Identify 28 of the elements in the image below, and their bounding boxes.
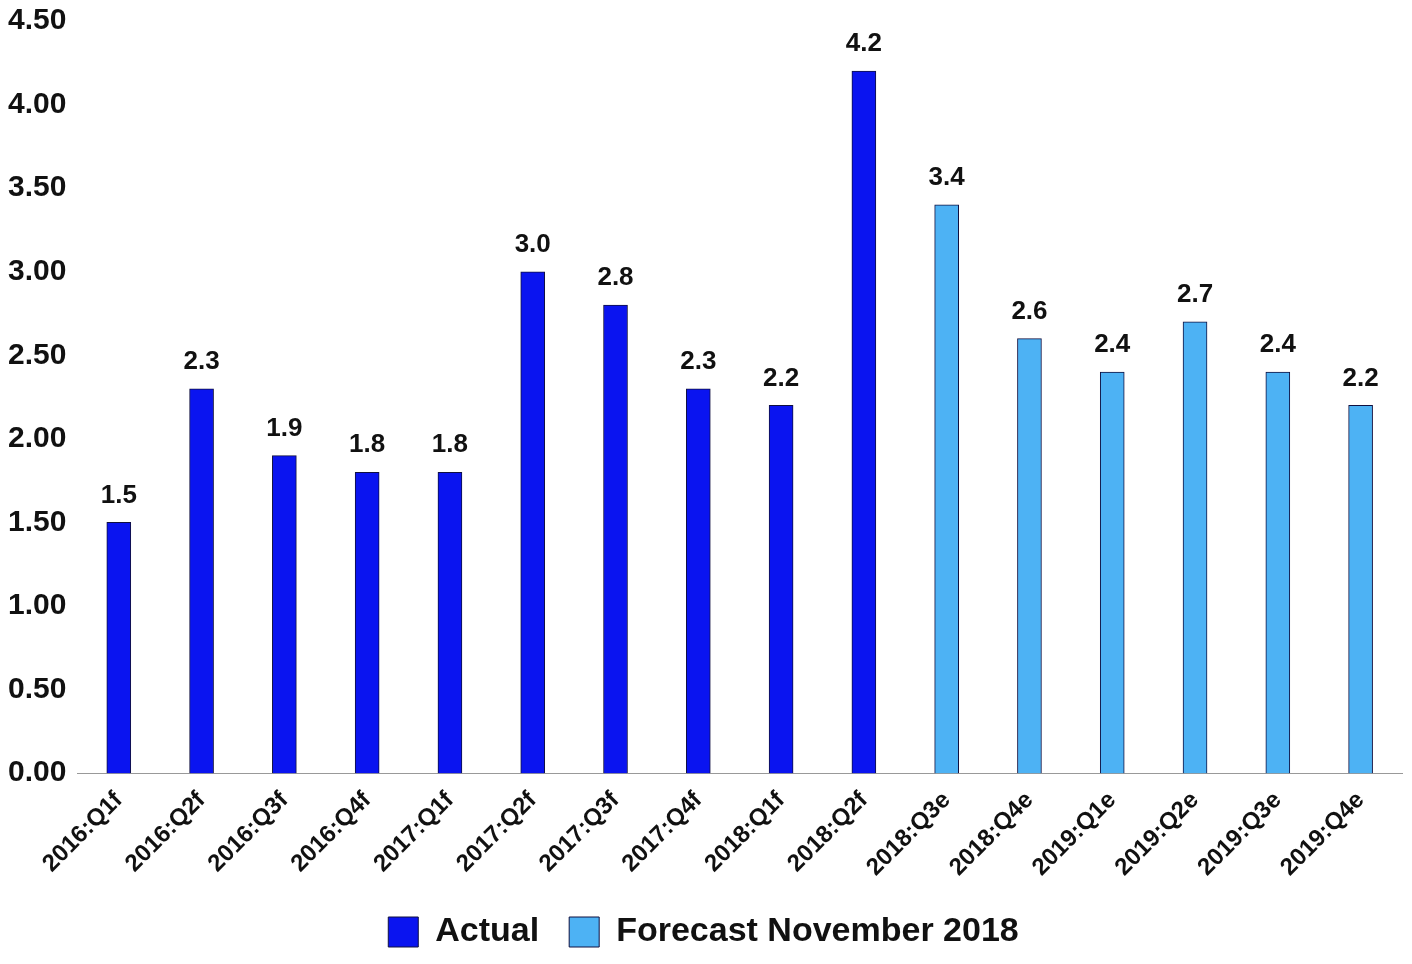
- data-label: 2.2: [763, 361, 800, 392]
- y-tick-label: 1.50: [8, 503, 67, 537]
- data-label: 3.0: [514, 227, 551, 258]
- y-tick-label: 3.50: [8, 169, 67, 203]
- data-label: 1.9: [266, 411, 303, 442]
- data-label: 2.2: [1342, 361, 1379, 392]
- data-label: 4.2: [845, 27, 882, 58]
- y-tick-label: 4.50: [8, 2, 67, 36]
- data-label: 2.3: [680, 344, 717, 375]
- data-label: 2.6: [1011, 294, 1048, 325]
- data-label: 2.4: [1094, 328, 1131, 359]
- y-tick-label: 4.00: [8, 85, 67, 119]
- y-tick-label: 3.00: [8, 252, 67, 286]
- y-tick-label: 1.00: [8, 587, 67, 621]
- y-tick-label: 2.00: [8, 420, 67, 454]
- data-label: 1.8: [431, 428, 469, 459]
- data-label: 2.4: [1259, 328, 1297, 359]
- y-tick-label: 0.50: [8, 670, 67, 704]
- data-label: 3.4: [928, 161, 966, 192]
- y-tick-label: 2.50: [8, 336, 67, 370]
- data-label: 1.5: [100, 478, 137, 509]
- data-label: 2.3: [183, 344, 220, 375]
- y-tick-label: 0.00: [8, 754, 67, 788]
- legend-label: Forecast November 2018: [616, 910, 1019, 949]
- data-label: 2.7: [1176, 278, 1214, 309]
- data-label: 2.8: [597, 261, 634, 292]
- data-label: 1.8: [349, 428, 386, 459]
- legend-label: Actual: [435, 910, 540, 949]
